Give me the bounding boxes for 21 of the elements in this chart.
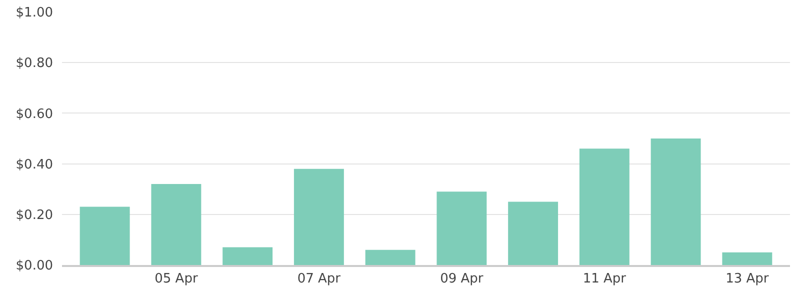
bar	[722, 252, 772, 265]
bar	[436, 192, 487, 265]
y-tick-label: $1.00	[16, 6, 53, 21]
x-tick-label: 13 Apr	[726, 272, 770, 287]
y-tick-label: $0.40	[16, 157, 53, 172]
x-tick-label: 09 Apr	[440, 272, 484, 287]
bar	[294, 168, 344, 265]
bar	[650, 138, 701, 265]
bar	[579, 148, 630, 265]
bar	[151, 184, 202, 265]
y-tick-label: $0.20	[16, 208, 53, 223]
bar	[222, 247, 273, 265]
x-tick-label: 05 Apr	[154, 272, 198, 287]
bar	[365, 250, 416, 265]
bar	[80, 206, 130, 265]
y-tick-label: $0.60	[16, 106, 53, 122]
y-tick-label: $0.80	[16, 56, 53, 72]
x-tick-label: 07 Apr	[297, 272, 342, 287]
y-tick-label: $0.00	[16, 258, 53, 274]
x-tick-label: 11 Apr	[582, 272, 627, 287]
bar	[508, 202, 558, 265]
